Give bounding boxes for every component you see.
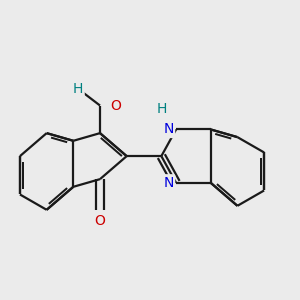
Text: O: O: [94, 214, 105, 227]
Text: N: N: [163, 176, 174, 190]
Text: H: H: [156, 102, 167, 116]
Text: N: N: [163, 122, 174, 136]
Text: H: H: [73, 82, 83, 96]
Text: O: O: [110, 98, 121, 112]
